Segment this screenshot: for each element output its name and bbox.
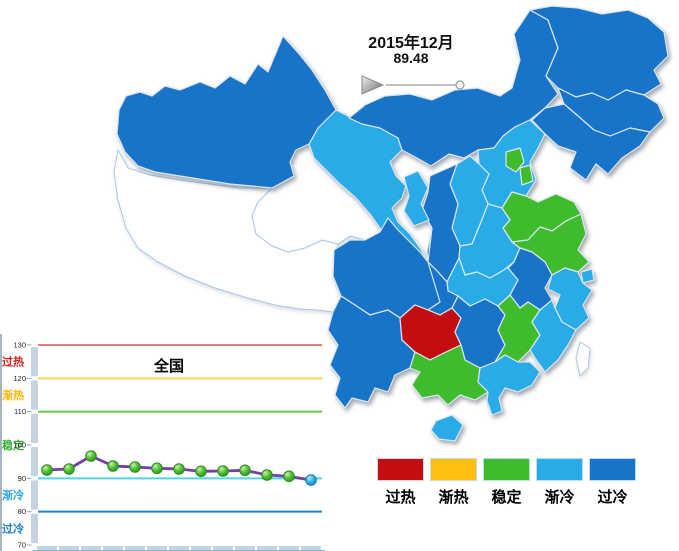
timeline-value-label: 89.48 (393, 50, 429, 66)
province-ningxia[interactable] (403, 170, 430, 227)
national-series (41, 450, 317, 486)
zone-label: 渐冷 (2, 488, 24, 502)
chart-axes: 130 120 110 100 90 80 70 (13, 341, 325, 551)
timeline-date-label: 2015年12月 (368, 35, 454, 52)
overheat-label: 过热 (385, 489, 416, 506)
chart-left-border (0, 334, 2, 551)
province-tianjin[interactable] (519, 164, 534, 186)
zone-label: 过热 (2, 355, 24, 369)
cooling-swatch (536, 458, 583, 481)
data-point[interactable] (239, 464, 251, 477)
province-beijing[interactable] (505, 147, 525, 173)
play-button[interactable] (361, 75, 385, 95)
province-fujian[interactable] (529, 299, 577, 373)
timeline-control (361, 75, 465, 95)
overcool-swatch (589, 458, 636, 481)
overheat-swatch (377, 458, 424, 481)
legend-item-warming[interactable]: 渐热 (430, 458, 477, 507)
warming-label: 渐热 (438, 489, 469, 506)
province-liaoning[interactable] (531, 103, 651, 181)
stable-swatch (483, 458, 530, 481)
province-yunnan[interactable] (327, 295, 416, 409)
data-point[interactable] (107, 460, 119, 472)
y-tick-label: 110 (14, 407, 26, 416)
data-point[interactable] (283, 470, 295, 483)
y-tick-label: 90 (18, 474, 26, 483)
data-point[interactable] (261, 469, 273, 481)
data-point[interactable] (173, 463, 185, 475)
zone-label: 过冷 (2, 521, 24, 535)
stable-label: 稳定 (491, 489, 522, 506)
province-xinjiang[interactable] (116, 35, 337, 189)
timeline-handle[interactable] (455, 80, 465, 90)
province-shanghai[interactable] (580, 268, 595, 284)
zone-label: 渐热 (2, 388, 24, 402)
data-point[interactable] (195, 465, 207, 478)
y-tick-label: 70 (18, 541, 26, 550)
chart-title: 全国 (153, 358, 184, 375)
province-heilongjiang[interactable] (529, 5, 669, 101)
legend-item-cooling[interactable]: 渐冷 (536, 458, 583, 507)
y-tick-label: 130 (13, 341, 26, 350)
province-neimenggu[interactable] (348, 9, 559, 167)
province-taiwan[interactable] (575, 341, 591, 377)
warming-swatch (430, 458, 477, 481)
y-tick-label: 120 (13, 374, 26, 383)
data-point[interactable] (63, 463, 75, 475)
data-point[interactable] (151, 462, 163, 475)
province-guangxi[interactable] (409, 344, 489, 406)
province-guangdong[interactable] (477, 354, 541, 416)
legend-item-stable[interactable]: 稳定 (483, 458, 530, 507)
map-legend: 过热 渐热 稳定 渐冷 过冷 (377, 458, 636, 507)
data-point[interactable] (85, 450, 97, 462)
data-point[interactable] (217, 465, 229, 477)
cooling-label: 渐冷 (544, 489, 575, 506)
y-tick-label: 100 (13, 441, 26, 450)
legend-item-overcool[interactable]: 过冷 (589, 458, 636, 507)
data-point[interactable] (129, 461, 141, 473)
data-point-current[interactable] (305, 474, 317, 486)
y-tick-label: 80 (18, 507, 26, 516)
overcool-label: 过冷 (597, 489, 628, 506)
legend-item-overheat[interactable]: 过热 (377, 458, 424, 507)
data-point[interactable] (41, 464, 53, 476)
province-zhejiang[interactable] (547, 267, 593, 331)
zone-label: 稳定 (2, 438, 24, 452)
province-hainan[interactable] (430, 414, 464, 442)
